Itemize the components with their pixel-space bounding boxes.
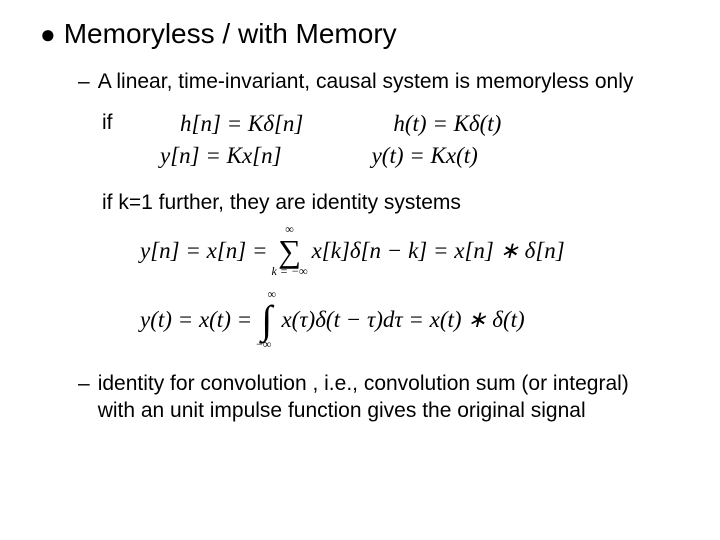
eq-lhs-1: y[n] = x[n] = — [140, 238, 268, 264]
dash-icon: – — [78, 370, 90, 425]
eq-body-1: x[k]δ[n − k] = x[n] ∗ δ[n] — [312, 238, 565, 264]
equation-identity-continuous: y(t) = x(t) = ∞ ∫ −∞ x(τ)δ(t − τ)dτ = x(… — [140, 290, 680, 349]
equation-identity-discrete: y[n] = x[n] = ∞ ∑ k = −∞ x[k]δ[n − k] = … — [140, 225, 680, 276]
int-lower: −∞ — [256, 340, 271, 350]
subpoint-2-line2: with an unit impulse function gives the … — [98, 399, 586, 422]
dash-icon: – — [78, 68, 90, 95]
subpoint-2-text: identity for convolution , i.e., convolu… — [98, 370, 629, 425]
heading-row: ● Memoryless / with Memory — [40, 18, 680, 50]
eq-y-continuous: y(t) = Kx(t) — [372, 143, 478, 169]
identity-note: if k=1 further, they are identity system… — [102, 191, 680, 215]
page-title: Memoryless / with Memory — [64, 18, 397, 50]
integral-symbol: ∫ — [261, 300, 272, 340]
eq-y-discrete: y[n] = Kx[n] — [160, 143, 282, 169]
bullet-icon: ● — [40, 21, 56, 47]
subpoint-1-text: A linear, time-invariant, causal system … — [98, 68, 634, 95]
eq-h-discrete: h[n] = Kδ[n] — [180, 111, 303, 137]
subpoint-2-line1: identity for convolution , i.e., convolu… — [98, 372, 629, 395]
subpoint-1: – A linear, time-invariant, causal syste… — [78, 68, 680, 95]
eq-h-continuous: h(t) = Kδ(t) — [393, 111, 501, 137]
integral-icon: ∞ ∫ −∞ — [256, 290, 277, 349]
equation-row-1: h[n] = Kδ[n] h(t) = Kδ(t) — [180, 111, 680, 137]
sigma-symbol: ∑ — [278, 235, 301, 267]
equation-row-2: y[n] = Kx[n] y(t) = Kx(t) — [160, 143, 680, 169]
sum-lower: k = −∞ — [272, 267, 308, 277]
subpoint-2: – identity for convolution , i.e., convo… — [78, 370, 680, 425]
sigma-icon: ∞ ∑ k = −∞ — [272, 225, 308, 276]
eq-body-2: x(τ)δ(t − τ)dτ = x(t) ∗ δ(t) — [281, 307, 524, 333]
eq-lhs-2: y(t) = x(t) = — [140, 307, 252, 333]
